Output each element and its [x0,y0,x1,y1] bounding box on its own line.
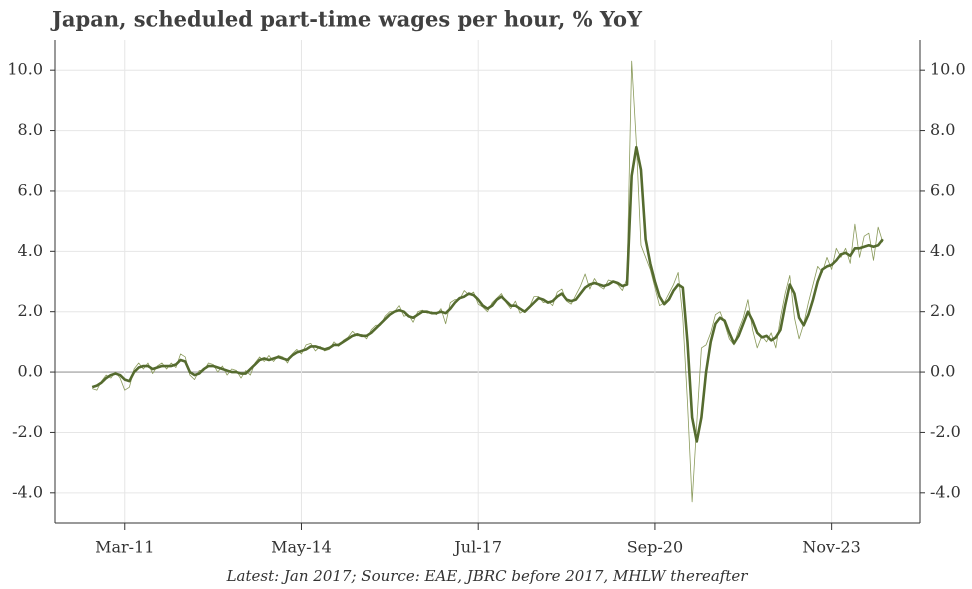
y-tick-label: 0.0 [18,362,43,381]
y-tick-label: 4.0 [18,241,43,260]
y-tick-label: -4.0 [12,482,43,501]
source-note: Latest: Jan 2017; Source: EAE, JBRC befo… [226,567,749,585]
y2-tick-label: -2.0 [930,422,961,441]
y2-tick-label: 10.0 [930,60,966,79]
x-tick-label: Sep-20 [627,538,683,557]
y2-tick-label: 0.0 [930,362,955,381]
y-tick-label: -2.0 [12,422,43,441]
x-tick-label: Jul-17 [452,538,502,557]
x-tick-label: Nov-23 [802,538,860,557]
y2-tick-label: 2.0 [930,301,955,320]
x-tick-label: May-14 [271,538,332,557]
y-tick-label: 10.0 [7,60,43,79]
y2-tick-label: 8.0 [930,120,955,139]
y2-tick-label: -4.0 [930,482,961,501]
x-tick-label: Mar-11 [95,538,154,557]
series-line [92,60,884,503]
y-tick-label: 2.0 [18,301,43,320]
chart-title: Japan, scheduled part-time wages per hou… [50,7,643,32]
y-tick-label: 6.0 [18,180,43,199]
y2-tick-label: 6.0 [930,180,955,199]
y-tick-label: 8.0 [18,120,43,139]
series-line [91,145,884,443]
y2-tick-label: 4.0 [930,241,955,260]
